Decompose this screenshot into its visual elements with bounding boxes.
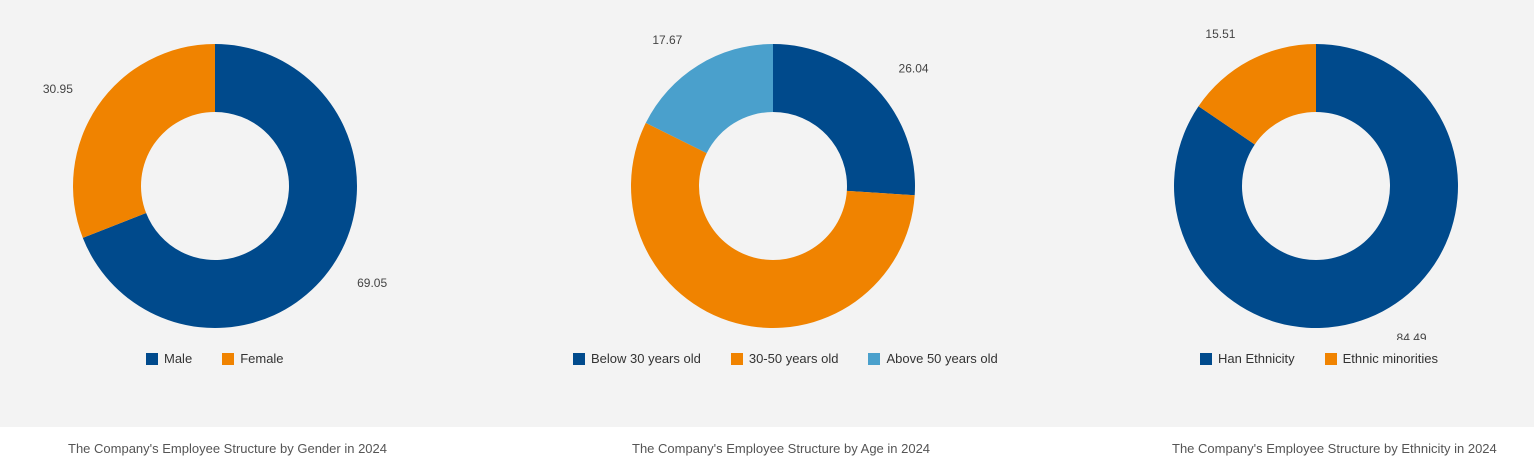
ethnicity-legend-item-han-ethnicity: Han Ethnicity [1200, 351, 1295, 366]
gender-legend-item-female: Female [222, 351, 284, 366]
age-slice-above-50-years-old [645, 44, 773, 154]
age-legend-item-above-50-years-old: Above 50 years old [868, 351, 998, 366]
age-value-label-below-30-years-old: 26.04 [899, 61, 929, 75]
gender-legend: Male Female [146, 351, 284, 366]
gender-chart-caption: The Company's Employee Structure by Gend… [68, 441, 387, 456]
legend-swatch [1324, 352, 1337, 365]
age-legend: Below 30 years old 30-50 years old Above 5… [573, 351, 998, 366]
ethnicity-donut-chart: 84.49 15.51 [1174, 27, 1458, 340]
age-slice-30-50-years-old [631, 122, 915, 329]
gender-legend-item-male: Male [146, 351, 192, 366]
legend-swatch [868, 352, 881, 365]
ethnicity-chart-caption: The Company's Employee Structure by Ethn… [1172, 441, 1497, 456]
legend-label: 30-50 years old [748, 351, 839, 366]
gender-value-label-female: 30.95 [43, 82, 73, 96]
legend-swatch [146, 352, 158, 365]
legend-label: Han Ethnicity [1218, 351, 1295, 366]
gender-value-label-male: 69.05 [357, 276, 387, 290]
legend-label: Above 50 years old [886, 351, 998, 366]
gender-slice-male [82, 44, 357, 329]
age-chart-caption: The Company's Employee Structure by Age … [632, 441, 931, 456]
gender-donut-chart: 69.05 30.95 [43, 44, 387, 329]
ethnicity-legend-item-ethnic-minorities: Ethnic minorities [1324, 351, 1438, 366]
legend-label: Below 30 years old [591, 351, 701, 366]
legend-label: Male [164, 351, 193, 366]
ethnicity-legend: Han Ethnicity Ethnic minorities [1200, 351, 1438, 366]
age-legend-item-30-50-years-old: 30-50 years old [730, 351, 839, 366]
age-legend-item-below-30-years-old: Below 30 years old [573, 351, 701, 366]
ethnicity-value-label-han-ethnicity: 84.49 [1397, 331, 1427, 340]
legend-swatch [1200, 352, 1212, 365]
legend-label: Female [240, 351, 284, 366]
age-value-label-above-50-years-old: 17.67 [652, 33, 682, 47]
gender-slice-female [72, 44, 215, 238]
legend-swatch [573, 352, 585, 365]
legend-swatch [730, 352, 743, 365]
age-donut-chart: 26.0456.2917.67 [631, 33, 929, 329]
ethnicity-value-label-ethnic-minorities: 15.51 [1205, 27, 1235, 41]
legend-swatch [222, 352, 235, 365]
age-slice-below-30-years-old [773, 44, 915, 196]
ethnicity-slice-han-ethnicity [1174, 44, 1458, 328]
ethnicity-slice-ethnic-minorities [1198, 44, 1316, 145]
legend-label: Ethnic minorities [1342, 351, 1438, 366]
